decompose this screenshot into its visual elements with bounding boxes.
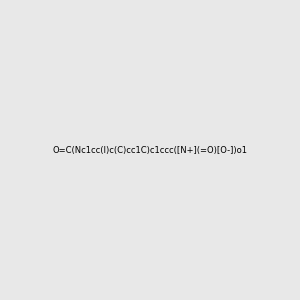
Text: O=C(Nc1cc(I)c(C)cc1C)c1ccc([N+](=O)[O-])o1: O=C(Nc1cc(I)c(C)cc1C)c1ccc([N+](=O)[O-])… — [52, 146, 247, 154]
